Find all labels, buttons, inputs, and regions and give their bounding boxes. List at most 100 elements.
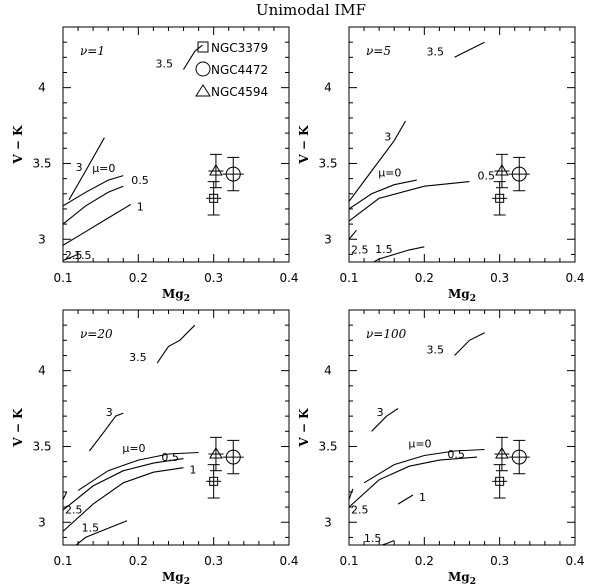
y-axis-label: V − K xyxy=(297,408,311,448)
x-tick-label: 0.4 xyxy=(565,554,584,568)
x-axis-label: Mg2 xyxy=(448,287,476,304)
x-tick-label: 0.4 xyxy=(279,271,298,285)
triangle-marker xyxy=(209,447,223,459)
series-label-3: 3 xyxy=(106,406,113,419)
series-line-1 xyxy=(63,203,132,246)
x-tick-label: 0.2 xyxy=(415,554,434,568)
panel-frame xyxy=(62,26,290,263)
series-line-3p5 xyxy=(454,41,485,58)
panel-frame xyxy=(348,309,576,546)
series-label-3p5: 3.5 xyxy=(426,343,444,356)
obs-ngc3379 xyxy=(206,464,222,499)
x-tick-label: 0.1 xyxy=(53,271,72,285)
obs-ngc3379 xyxy=(492,464,508,499)
obs-ngc4472 xyxy=(508,439,530,475)
y-tick-label: 3.5 xyxy=(32,439,51,453)
series-label--0: μ=0 xyxy=(378,167,401,180)
series-line-2p5 xyxy=(63,491,68,500)
x-tick-label: 0.3 xyxy=(204,554,223,568)
panel-label: ν=100 xyxy=(366,327,407,341)
obs-ngc4594 xyxy=(494,436,510,472)
series-label-0p5: 0.5 xyxy=(161,451,179,464)
series-label-3: 3 xyxy=(76,161,83,174)
series-label-1p5: 1.5 xyxy=(364,532,382,545)
y-tick-label: 3 xyxy=(38,515,46,529)
series-label-0p5: 0.5 xyxy=(478,170,496,183)
panel-label: ν=1 xyxy=(80,44,105,58)
series-line-3p5 xyxy=(183,44,203,70)
series-line-3p5 xyxy=(454,332,485,356)
x-tick-label: 0.1 xyxy=(339,554,358,568)
panel-4: 0.1 0.2 0.3 0.4 3 3.5 4 Mg2 V − K ν=100 3.5 3 μ=0 0.5… xyxy=(297,309,585,586)
series-line-2p5 xyxy=(349,488,354,500)
obs-ngc3379 xyxy=(206,181,222,216)
obs-ngc4594 xyxy=(208,153,224,189)
obs-ngc3379 xyxy=(492,181,508,216)
series-line-2p5 xyxy=(63,253,79,262)
y-tick-label: 3 xyxy=(38,232,46,246)
series-line-1p5 xyxy=(78,273,108,293)
series-label-1p5: 1.5 xyxy=(74,249,92,262)
series-label--0: μ=0 xyxy=(92,162,115,175)
series-line-0p5 xyxy=(63,185,124,225)
figure-title: Unimodal IMF xyxy=(256,1,366,19)
triangle-marker xyxy=(495,447,509,459)
panel-1: 0.1 0.2 0.3 0.4 3 3.5 4 Mg2 V − K ν=1 3.5 3 μ=0 0.5 1 2… xyxy=(11,26,299,304)
series-line-0p5 xyxy=(63,458,184,511)
panel-3: 0.1 0.2 0.3 0.4 3 3.5 4 Mg2 V − K ν=20 3.5 3 μ=0 0.5 1… xyxy=(11,309,299,586)
series-label-3: 3 xyxy=(384,131,391,144)
series-label-2p5: 2.5 xyxy=(351,243,369,256)
y-tick-label: 3.5 xyxy=(318,439,337,453)
series-line-3 xyxy=(88,412,124,452)
series-line-3 xyxy=(349,120,406,202)
legend-circle-icon xyxy=(195,61,211,77)
series-line--0 xyxy=(363,448,485,484)
x-tick-label: 0.3 xyxy=(490,554,509,568)
series-label-1p5: 1.5 xyxy=(82,521,100,534)
series-line-3 xyxy=(371,408,399,432)
series-label-1p5: 1.5 xyxy=(375,243,393,256)
legend-label: NGC3379 xyxy=(211,41,268,55)
x-axis-label: Mg2 xyxy=(162,570,190,586)
series-label-1: 1 xyxy=(137,200,144,213)
x-tick-label: 0.2 xyxy=(129,271,148,285)
series-line--0 xyxy=(349,179,417,210)
y-axis-label: V − K xyxy=(11,408,25,448)
x-axis-label: Mg2 xyxy=(162,287,190,304)
series-label-3: 3 xyxy=(377,406,384,419)
series-line-1p5 xyxy=(372,246,425,262)
x-axis-label-subscript: 2 xyxy=(470,577,476,586)
y-tick-label: 4 xyxy=(38,81,46,95)
y-tick-label: 3 xyxy=(324,232,332,246)
square-marker xyxy=(209,193,219,203)
series-label-2p5: 2.5 xyxy=(351,504,369,517)
circle-marker xyxy=(225,166,241,182)
y-tick-label: 4 xyxy=(324,81,332,95)
legend-square-icon xyxy=(197,41,209,53)
x-tick-label: 0.2 xyxy=(129,554,148,568)
circle-marker xyxy=(511,166,527,182)
series-label-3p5: 3.5 xyxy=(129,351,147,364)
obs-ngc4472 xyxy=(508,156,530,192)
series-label-2p5: 2.5 xyxy=(65,249,83,262)
series-lines xyxy=(63,324,199,545)
y-tick-label: 4 xyxy=(38,364,46,378)
x-tick-label: 0.3 xyxy=(490,271,509,285)
series-label-2p5: 2.5 xyxy=(65,504,83,517)
panel-label: ν=5 xyxy=(366,44,391,58)
series-label--0: μ=0 xyxy=(408,438,431,451)
panel-label: ν=20 xyxy=(80,327,113,341)
series-lines xyxy=(349,41,485,262)
x-axis-label-subscript: 2 xyxy=(470,294,476,304)
panels: 0.1 0.2 0.3 0.4 3 3.5 4 Mg2 V − K ν=1 3.5 3 μ=0 0.5 1 2… xyxy=(11,26,585,586)
y-tick-label: 3.5 xyxy=(318,156,337,170)
legend-triangle-icon xyxy=(195,84,211,97)
series-label-3p5: 3.5 xyxy=(156,57,174,70)
legend: NGC3379 NGC4472 NGC4594 xyxy=(195,41,268,99)
obs-ngc4472 xyxy=(222,439,244,475)
triangle-marker xyxy=(495,164,509,176)
x-axis-label-subscript: 2 xyxy=(184,294,190,304)
series-label-0p5: 0.5 xyxy=(131,174,149,187)
series-line-1p5 xyxy=(75,520,128,545)
